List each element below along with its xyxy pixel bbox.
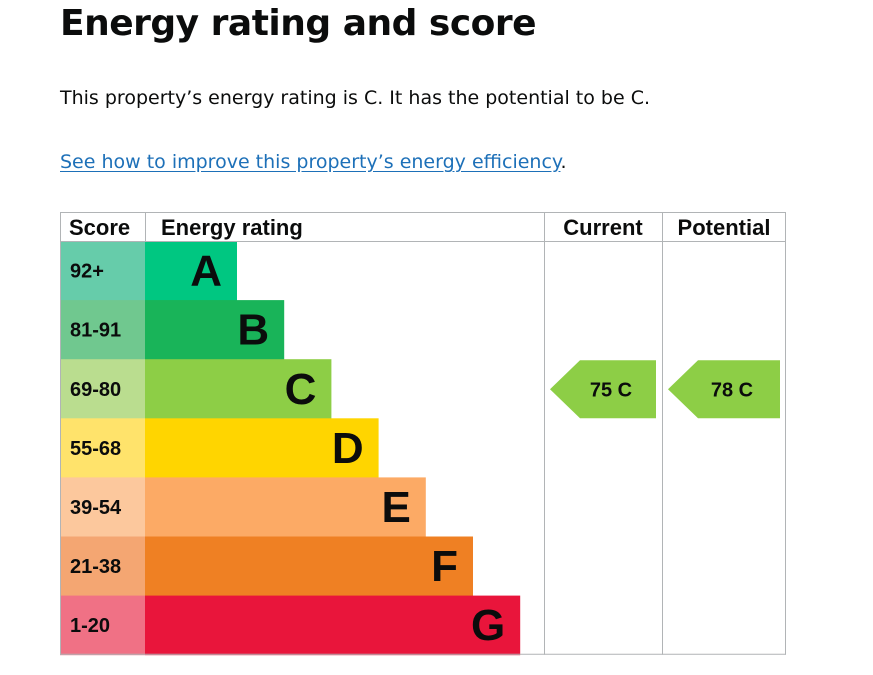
- rating-bar-g: [145, 595, 521, 656]
- rating-bar-e: [145, 477, 426, 537]
- header-score: Score: [69, 215, 130, 240]
- current-rating-label: 75 C: [590, 379, 632, 401]
- potential-rating-label: 78 C: [711, 379, 753, 401]
- rating-letter-a: A: [190, 247, 222, 296]
- score-range-e: 39-54: [70, 497, 122, 519]
- score-range-b: 81-91: [70, 320, 121, 342]
- improve-efficiency-link[interactable]: See how to improve this property’s energ…: [60, 151, 561, 173]
- rating-bar-c: [145, 359, 332, 419]
- rating-bar-d: [145, 418, 379, 478]
- score-range-f: 21-38: [70, 556, 121, 578]
- score-cell-d: [60, 418, 145, 478]
- potential-rating-arrow: [668, 360, 780, 419]
- page-title: Energy rating and score: [60, 3, 537, 44]
- rating-letter-e: E: [381, 483, 410, 532]
- score-cell-g: [60, 595, 145, 656]
- rating-letter-b: B: [237, 306, 269, 355]
- rating-bar-f: [145, 536, 473, 597]
- rating-bar-b: [145, 300, 285, 360]
- rating-bar-a: [145, 241, 237, 301]
- rating-letter-f: F: [431, 542, 458, 591]
- score-range-g: 1-20: [70, 615, 110, 637]
- score-range-c: 69-80: [70, 379, 121, 401]
- link-suffix: .: [560, 151, 567, 173]
- rating-letter-d: D: [332, 424, 364, 473]
- score-cell-e: [60, 477, 145, 537]
- score-range-a: 92+: [70, 261, 104, 283]
- header-potential: Potential: [678, 215, 771, 240]
- score-range-d: 55-68: [70, 438, 121, 460]
- score-cell-b: [60, 300, 145, 360]
- header-current: Current: [563, 215, 643, 240]
- score-cell-c: [60, 359, 145, 419]
- improve-efficiency-line: See how to improve this property’s energ…: [60, 150, 567, 174]
- current-rating-arrow: [550, 360, 656, 419]
- rating-summary: This property’s energy rating is C. It h…: [60, 87, 651, 109]
- rating-letter-c: C: [285, 365, 317, 414]
- score-cell-f: [60, 536, 145, 597]
- score-cell-a: [60, 241, 145, 301]
- rating-letter-g: G: [471, 601, 505, 650]
- header-energy-rating: Energy rating: [161, 215, 303, 240]
